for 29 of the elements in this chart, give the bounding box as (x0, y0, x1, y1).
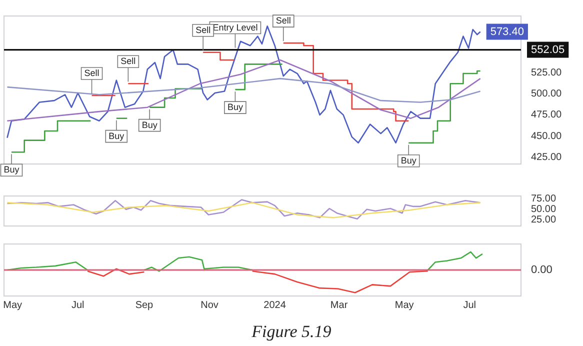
y-tick-label: 425.00 (531, 152, 562, 163)
y-tick-label: 500.00 (531, 88, 562, 100)
x-tick-label: May (394, 300, 414, 311)
y-tick-label: 50.00 (531, 204, 556, 216)
annotation: Sell (196, 24, 211, 35)
y-tick-label: 450.00 (531, 130, 562, 142)
annotation: Sell (84, 68, 100, 78)
x-tick-label: Nov (200, 300, 218, 311)
y-tick-label: 475.00 (531, 110, 562, 121)
annotation: Sell (120, 56, 136, 66)
annotation: Buy (400, 155, 417, 166)
ref-line-label: 0.00 (531, 264, 552, 276)
y-tick-label: 25.00 (531, 214, 556, 226)
x-tick-label: Mar (330, 300, 348, 311)
data-label: 573.40 (490, 26, 524, 38)
x-tick-label: Jul (71, 300, 84, 311)
y-tick-label: 525.00 (531, 67, 562, 78)
x-tick-label: Sep (135, 300, 154, 311)
ref-line-label: 552.05 (531, 44, 565, 56)
x-tick-label: 2024 (264, 300, 286, 311)
annotation: Buy (142, 120, 158, 130)
x-tick-label: May (3, 300, 22, 311)
text: Figure 5.19 (250, 322, 332, 342)
y-tick-label: 75.00 (531, 194, 556, 205)
annotation: Buy (108, 130, 125, 141)
annotation: Buy (4, 164, 20, 175)
annotation: Buy (227, 102, 244, 112)
x-tick-label: Jul (463, 300, 476, 311)
annotation: Sell (276, 16, 291, 26)
